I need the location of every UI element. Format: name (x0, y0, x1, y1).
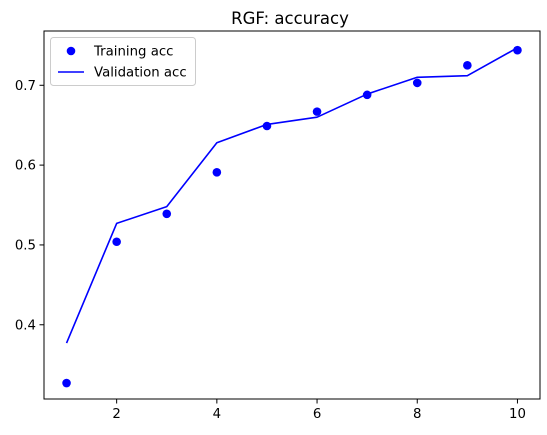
x-tick-label: 10 (509, 407, 526, 422)
data-point-training-acc-4 (212, 167, 222, 177)
axes-frame (43, 30, 541, 400)
legend-label: Training acc (93, 45, 173, 60)
plot-area (62, 45, 522, 388)
data-point-training-acc-8 (412, 78, 422, 88)
data-point-training-acc-6 (312, 107, 322, 116)
y-tick-label: 0.4 (15, 318, 36, 333)
x-tick-label: 2 (112, 407, 120, 422)
data-point-training-acc-9 (463, 61, 472, 70)
y-tick-label: 0.6 (15, 159, 36, 174)
data-point-training-acc-1 (62, 378, 71, 388)
legend-box (50, 37, 196, 86)
x-tick-label: 6 (313, 407, 321, 422)
data-point-training-acc-3 (162, 209, 172, 219)
y-tick-label: 0.7 (15, 79, 36, 94)
y-tick-label: 0.5 (15, 239, 36, 254)
chart-title: RGF: accuracy (231, 9, 349, 28)
data-point-training-acc-2 (112, 237, 121, 247)
x-tick-label: 8 (413, 407, 421, 422)
legend-marker-icon (66, 46, 76, 56)
series-line-validation-acc (65, 47, 518, 344)
x-tick-label: 4 (213, 407, 221, 422)
axes: 2 4 6 8 10 0.4 0.5 0.6 0.7 (15, 79, 526, 422)
data-point-training-acc-10 (513, 45, 522, 55)
legend: Training acc Validation acc (50, 37, 196, 86)
legend-label: Validation acc (94, 66, 187, 81)
